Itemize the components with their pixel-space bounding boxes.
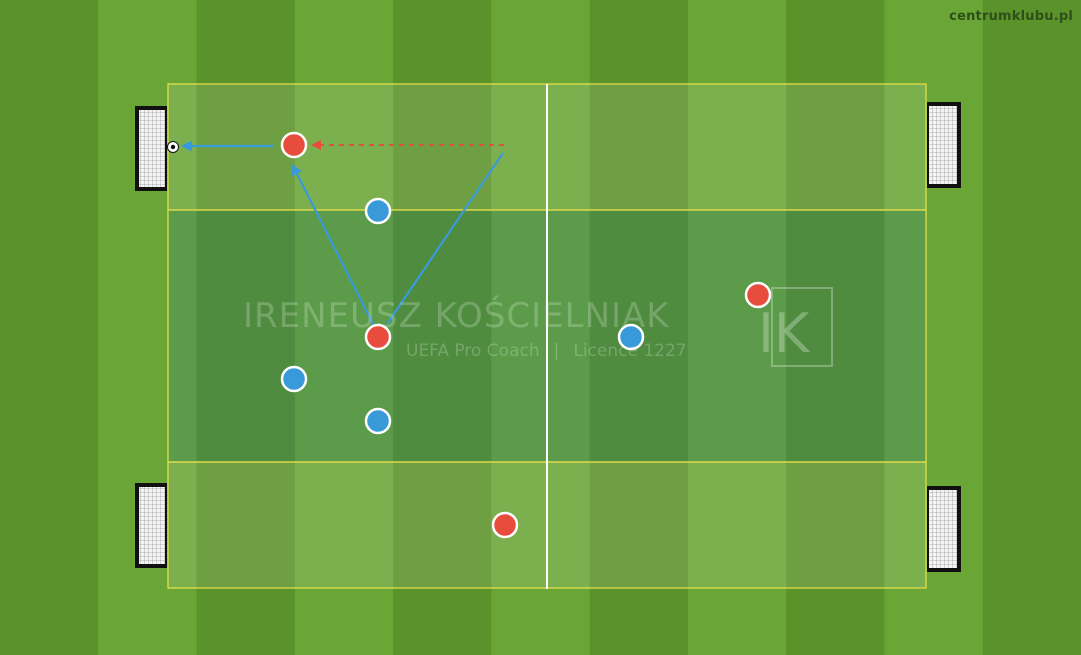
grass-stripe [196,0,296,655]
pass-arrow-up-left [292,164,375,327]
grass-stripe [393,0,492,655]
grass-stripe [0,0,99,655]
player-red [364,323,392,351]
grass-stripe [687,0,787,655]
grass-stripe [491,0,591,655]
watermark-role: UEFA Pro Coach [406,341,540,361]
goal-bottom-left [135,483,167,568]
watermark-subtitle: UEFA Pro Coach | Licence 1227 [406,341,687,361]
goal-bottom-right [927,486,961,572]
watermark-logo: IK [758,287,833,367]
grass-stripe [982,0,1081,655]
player-blue [364,197,392,225]
grass-stripe [786,0,885,655]
player-red [280,131,308,159]
player-red [744,281,772,309]
watermark-logo-letters: IK [758,302,811,365]
ball-icon [167,141,179,153]
watermark-name: IRENEUSZ KOŚCIELNIAK [243,296,670,336]
watermark-licence: Licence 1227 [573,341,687,361]
site-label[interactable]: centrumklubu.pl [949,9,1073,24]
pass-arrow-up-right [386,152,504,325]
goal-top-right [927,102,961,188]
player-blue [364,407,392,435]
player-blue [280,365,308,393]
goal-top-left [135,106,167,191]
watermark-separator: | [553,341,560,361]
player-red [491,511,519,539]
player-blue [617,323,645,351]
